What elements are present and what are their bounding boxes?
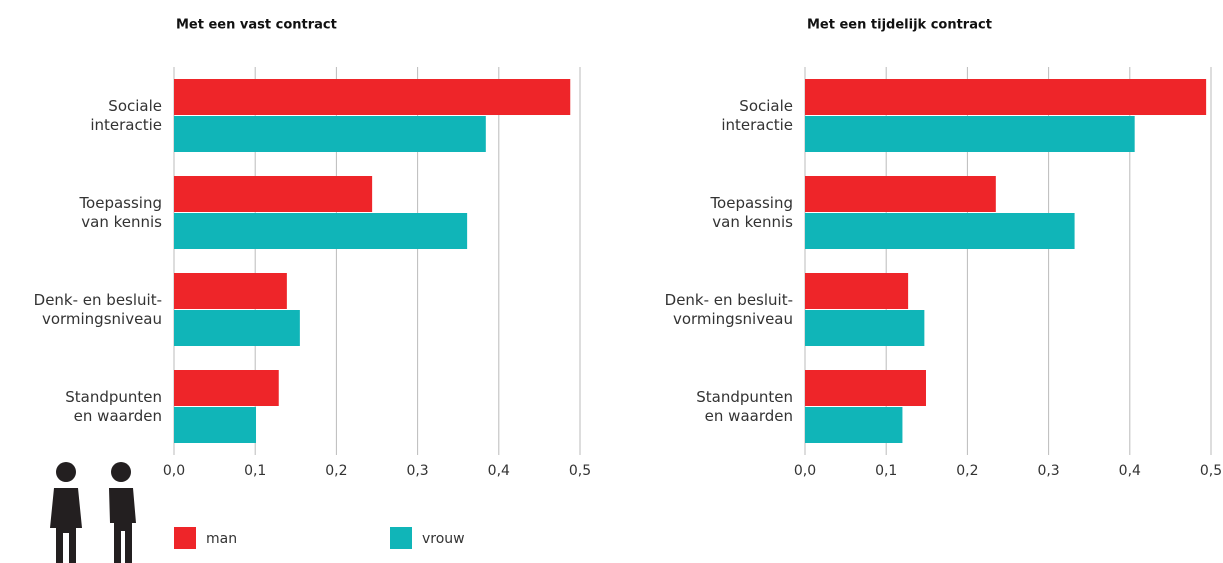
people-icon [50,462,136,563]
y-tick-label: Denk- en besluit- vormingsniveau [664,291,793,328]
legend-swatch [390,527,412,549]
bar [174,213,468,249]
y-tick-label: Toepassing van kennis [79,194,162,231]
chart-title: Met een vast contract [176,18,337,33]
bar [174,407,257,443]
y-tick-label: Sociale interactie [721,97,793,134]
chart-title: Met een tijdelijk contract [807,18,992,33]
x-tick-label: 0,2 [325,463,347,479]
bar [805,407,903,443]
x-tick-label: 0,0 [163,463,185,479]
legend-swatch [174,527,196,549]
bar [805,116,1135,152]
x-tick-label: 0,5 [1200,463,1222,479]
x-tick-label: 0,1 [875,463,897,479]
x-tick-label: 0,5 [569,463,591,479]
x-tick-label: 0,3 [406,463,428,479]
x-tick-label: 0,3 [1037,463,1059,479]
bar [174,273,287,309]
x-tick-label: 0,0 [794,463,816,479]
bar [174,176,373,212]
bar [174,79,571,115]
legend-label: man [206,531,237,547]
bar [805,79,1207,115]
bar [805,370,926,406]
bar [805,273,909,309]
bar [174,310,300,346]
legend-label: vrouw [422,531,465,547]
bar [174,370,279,406]
x-tick-label: 0,1 [244,463,266,479]
y-tick-label: Denk- en besluit- vormingsniveau [33,291,162,328]
y-tick-label: Standpunten en waarden [696,388,793,425]
bar [805,310,925,346]
bar [805,213,1075,249]
y-tick-label: Standpunten en waarden [65,388,162,425]
y-tick-label: Toepassing van kennis [710,194,793,231]
x-tick-label: 0,4 [488,463,510,479]
bar [174,116,486,152]
bar [805,176,996,212]
y-tick-label: Sociale interactie [90,97,162,134]
x-tick-label: 0,2 [956,463,978,479]
x-tick-label: 0,4 [1119,463,1141,479]
